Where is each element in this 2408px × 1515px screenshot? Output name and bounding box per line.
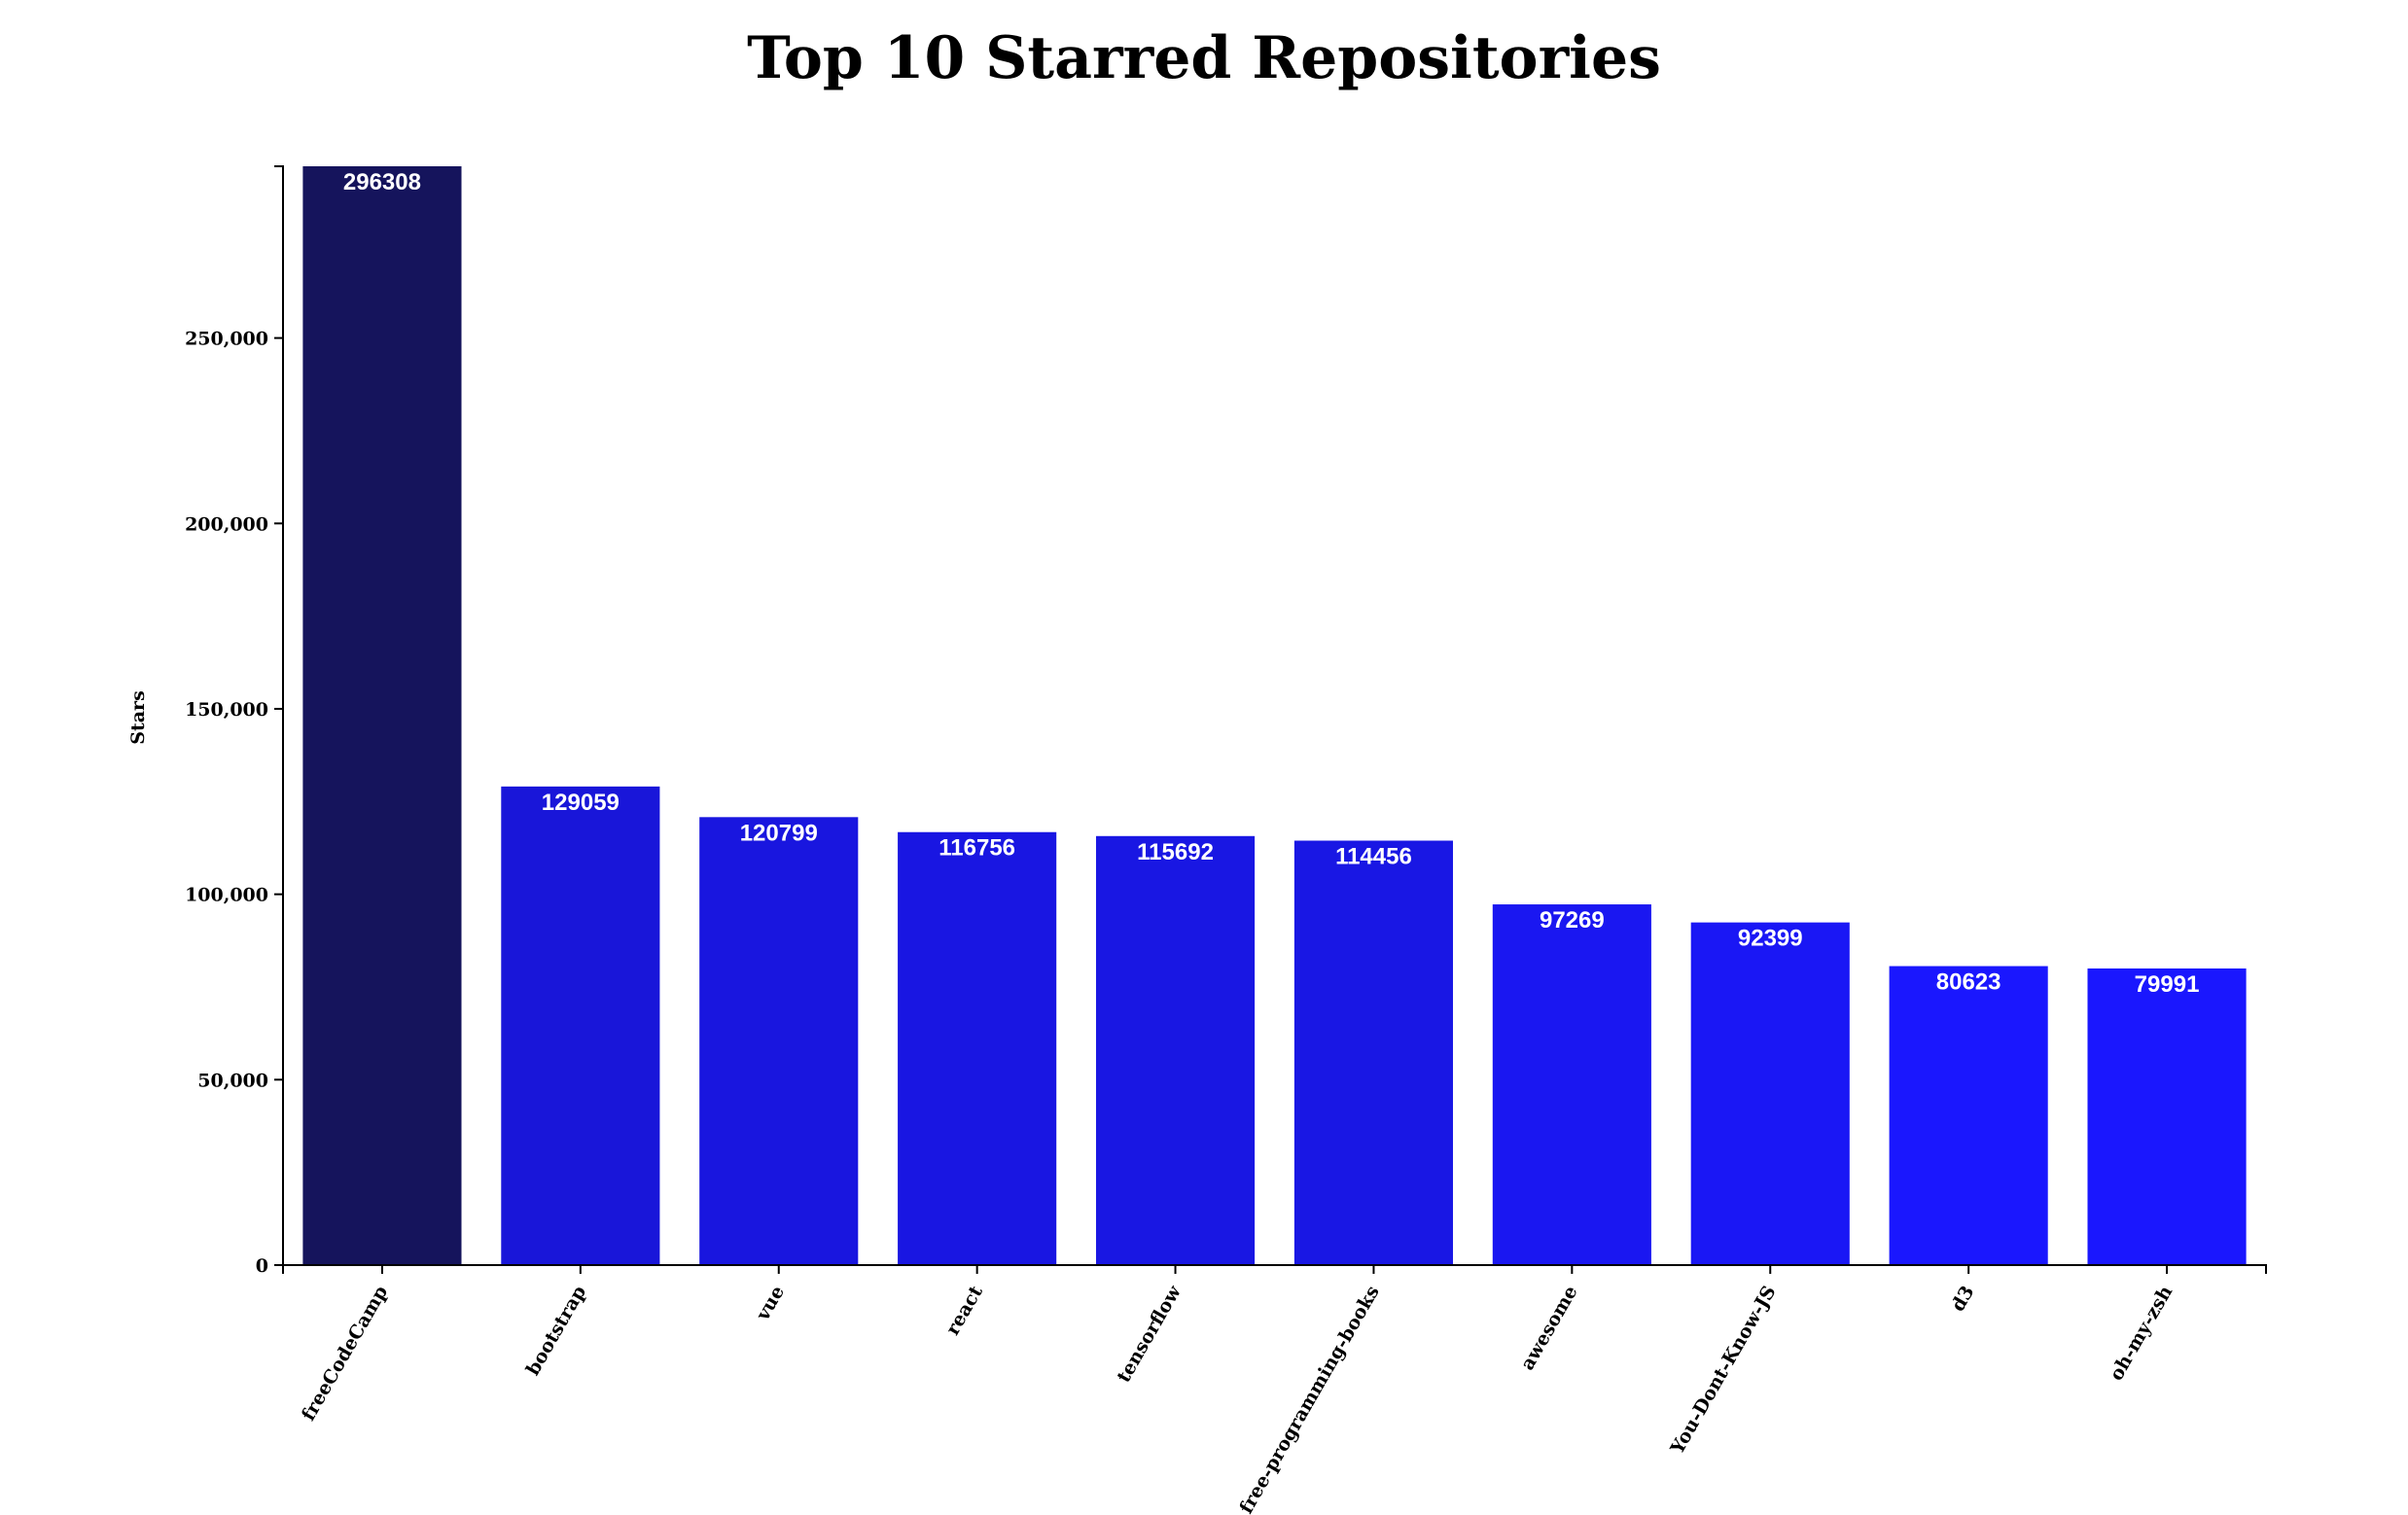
bar-value-label: 92399	[1738, 926, 1803, 952]
x-tick-label: bootstrap	[522, 1283, 590, 1380]
y-axis: 0 50,000 100,000 150,000 200,000 250,000	[185, 165, 284, 1277]
y-axis-label: Stars	[127, 690, 149, 745]
bar-oh-my-zsh	[2087, 968, 2247, 1265]
x-tick-label: vue	[752, 1283, 789, 1325]
x-tick-label: freeCodeCamp	[298, 1283, 392, 1425]
bar-value-label: 296308	[343, 169, 421, 195]
bar-value-label: 114456	[1335, 844, 1412, 870]
bar-value-label: 120799	[740, 820, 818, 846]
bar-value-label: 129059	[542, 790, 620, 816]
bar-vue	[699, 817, 859, 1265]
x-axis: freeCodeCamp bootstrap vue react tensorflow f…	[282, 1264, 2267, 1515]
y-tick-label: 250,000	[185, 329, 268, 350]
bar-value-label: 97269	[1540, 907, 1605, 934]
y-tick-label: 100,000	[185, 885, 268, 906]
bar-react	[898, 831, 1057, 1265]
bar-free-programming-books	[1293, 840, 1454, 1265]
bar-labels-group: 296308 129059 120799 116756 115692 114456 9726…	[343, 169, 2200, 998]
x-tick-label: tensorflow	[1113, 1282, 1186, 1387]
bar-d3	[1889, 966, 2048, 1265]
bar-tensorflow	[1095, 835, 1256, 1265]
y-tick-label: 200,000	[185, 513, 268, 535]
x-tick-label: You-Dont-Know-JS	[1666, 1283, 1780, 1459]
y-tick-label: 150,000	[185, 699, 268, 721]
chart-title: Top 10 Starred Repositories	[747, 24, 1661, 92]
x-tick-label: d3	[1947, 1283, 1978, 1316]
bar-value-label: 80623	[1936, 969, 2001, 996]
x-axis-line	[282, 1264, 2267, 1274]
y-tick-label: 50,000	[197, 1070, 268, 1091]
x-tick-label: awesome	[1516, 1283, 1581, 1374]
bar-bootstrap	[501, 786, 660, 1265]
bar-value-label: 79991	[2135, 971, 2200, 998]
y-axis-line	[274, 165, 284, 1266]
x-tick-label: react	[942, 1282, 988, 1339]
bar-value-label: 116756	[938, 835, 1015, 862]
y-tick-label: 0	[256, 1255, 268, 1277]
x-tick-label: oh-my-zsh	[2106, 1282, 2177, 1384]
bars-group	[302, 166, 2247, 1265]
bar-awesome	[1492, 904, 1651, 1265]
x-tick-label: free-programming-books	[1235, 1283, 1383, 1515]
bar-value-label: 115692	[1137, 839, 1214, 865]
bar-You-Dont-Know-JS	[1690, 922, 1850, 1265]
bar-freeCodeCamp	[302, 166, 462, 1265]
